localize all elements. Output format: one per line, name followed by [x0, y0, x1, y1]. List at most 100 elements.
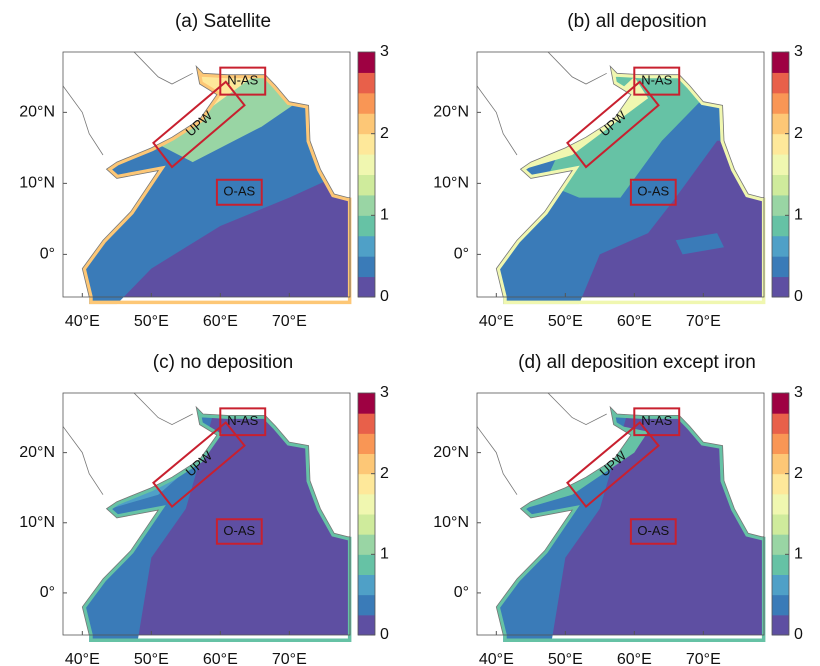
colorbar-swatch: [772, 574, 789, 596]
region-box: [152, 80, 246, 169]
colorbar-tick-label: 1: [794, 207, 803, 224]
colorbar-swatch: [358, 72, 375, 94]
colorbar-swatch: [772, 52, 789, 73]
colorbar-swatch: [358, 493, 375, 515]
colorbar-frame: [357, 392, 376, 636]
colorbar-swatch: [358, 453, 375, 475]
panel-title: (d) all deposition except iron: [518, 352, 756, 373]
colorbar-swatch: [772, 256, 789, 278]
map-frame: [476, 51, 765, 298]
colorbar-swatch: [772, 154, 789, 175]
colorbar-tick-label: 3: [794, 43, 803, 60]
x-tick-label: 60°E: [617, 651, 652, 666]
colorbar-swatch: [358, 473, 375, 495]
x-tick-label: 60°E: [203, 313, 238, 330]
region-label: N-AS: [641, 413, 672, 428]
coastline: [547, 393, 607, 426]
coast: [477, 52, 764, 297]
x-tick-label: 40°E: [479, 313, 514, 330]
coast: [63, 393, 350, 635]
colorbar-swatch: [772, 92, 789, 114]
colorbar-swatch: [772, 174, 789, 196]
colorbar-swatch: [358, 92, 375, 114]
y-tick-label: 10°N: [19, 175, 55, 192]
colorbar-swatch: [772, 393, 789, 414]
colorbar-swatch: [772, 453, 789, 475]
region-box: [566, 421, 660, 509]
colorbar-swatch: [358, 393, 375, 414]
region-label: O-AS: [223, 523, 255, 538]
x-tick-label: 70°E: [686, 313, 721, 330]
colorbar-tick-label: 1: [380, 546, 389, 563]
y-tick-label: 20°N: [433, 444, 469, 461]
x-tick-label: 50°E: [548, 651, 583, 666]
colorbar-swatch: [358, 574, 375, 596]
colorbar-swatch: [358, 154, 375, 175]
y-tick-label: 0°: [454, 246, 469, 263]
y-tick-label: 0°: [40, 246, 55, 263]
colorbar-tick-label: 1: [380, 207, 389, 224]
x-tick-label: 40°E: [65, 313, 100, 330]
coast: [63, 52, 350, 297]
colorbar-swatch: [358, 554, 375, 575]
colorbar-tick-label: 2: [794, 465, 803, 482]
colorbar-swatch: [772, 614, 789, 636]
coastline: [495, 64, 764, 297]
region-label: O-AS: [223, 184, 255, 199]
colorbar-swatch: [772, 493, 789, 515]
colorbar-tick-label: 2: [794, 125, 803, 142]
region-label: O-AS: [637, 523, 669, 538]
coastline: [547, 52, 607, 85]
y-tick-label: 10°N: [19, 514, 55, 531]
colorbar-swatch: [358, 514, 375, 535]
coastline: [81, 64, 350, 297]
coastline: [495, 405, 764, 635]
colorbar-swatch: [772, 194, 789, 216]
colorbar-swatch: [358, 256, 375, 278]
colorbar-tick-label: 0: [380, 626, 389, 643]
y-tick-label: 20°N: [19, 444, 55, 461]
colorbar-swatch: [772, 72, 789, 94]
colorbar-swatch: [772, 113, 789, 135]
region-box: [215, 178, 263, 206]
map-panel: (d) all deposition except iron 40°E 50°E 60…: [433, 352, 803, 666]
colorbar-swatch: [358, 413, 375, 434]
map-frame: [476, 392, 765, 636]
region-box: [219, 66, 267, 96]
x-tick-label: 50°E: [134, 313, 169, 330]
colorbar-swatch: [772, 433, 789, 454]
colorbar-tick-label: 0: [794, 288, 803, 305]
panel-title: (c) no deposition: [153, 352, 293, 373]
coast: [477, 393, 764, 635]
region-box: [629, 178, 677, 206]
colorbar-tick-label: 3: [794, 384, 803, 401]
x-tick-label: 70°E: [272, 651, 307, 666]
region-box: [633, 407, 681, 437]
coastline: [477, 425, 518, 495]
colorbar-tick-label: 1: [794, 546, 803, 563]
coastline: [63, 425, 104, 495]
colorbar-swatch: [358, 614, 375, 636]
colorbar-swatch: [358, 534, 375, 555]
x-tick-label: 50°E: [134, 651, 169, 666]
colorbar-tick-label: 0: [380, 288, 389, 305]
x-tick-label: 60°E: [617, 313, 652, 330]
x-tick-label: 70°E: [272, 313, 307, 330]
region-box: [566, 80, 660, 169]
colorbar-swatch: [772, 133, 789, 155]
colorbar-swatch: [772, 514, 789, 535]
panel-title: (b) all deposition: [567, 11, 706, 32]
y-tick-label: 0°: [454, 584, 469, 601]
region-box: [219, 407, 267, 437]
map-frame: [62, 51, 351, 298]
colorbar-swatch: [772, 594, 789, 616]
colorbar-swatch: [772, 534, 789, 555]
colorbar-swatch: [772, 554, 789, 575]
y-tick-label: 10°N: [433, 514, 469, 531]
region-box: [629, 518, 677, 545]
colorbar-swatch: [772, 215, 789, 237]
map-panel: (a) Satellite 40°E 50°E 60°E 70°E 20°N 10°N 0° N…: [19, 11, 389, 330]
